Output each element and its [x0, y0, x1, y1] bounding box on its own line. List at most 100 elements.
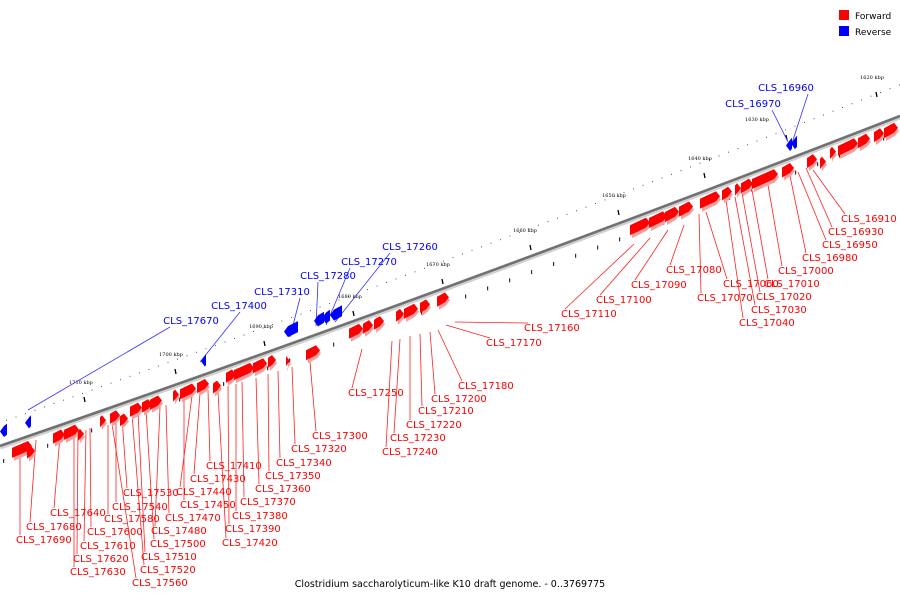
forward-gene[interactable]	[820, 156, 826, 169]
forward-gene[interactable]	[78, 428, 84, 441]
forward-gene[interactable]	[213, 380, 221, 394]
forward-gene[interactable]	[130, 402, 142, 417]
forward-gene[interactable]	[437, 292, 449, 307]
forward-gene-label[interactable]: CLS_17440	[176, 487, 232, 498]
forward-gene-label[interactable]: CLS_17430	[190, 474, 246, 485]
forward-gene-label[interactable]: CLS_17020	[756, 292, 812, 303]
reverse-gene[interactable]	[330, 305, 342, 321]
forward-gene[interactable]	[700, 191, 720, 209]
forward-gene[interactable]	[64, 424, 79, 440]
reverse-gene-label[interactable]: CLS_17310	[254, 287, 310, 298]
forward-gene[interactable]	[735, 183, 741, 196]
forward-gene[interactable]	[110, 410, 120, 424]
forward-gene-label[interactable]: CLS_17350	[265, 471, 321, 482]
forward-gene-label[interactable]: CLS_17470	[165, 513, 221, 524]
forward-gene-label[interactable]: CLS_17360	[255, 484, 311, 495]
forward-gene-label[interactable]: CLS_17340	[276, 458, 332, 469]
forward-gene-label[interactable]: CLS_17540	[112, 502, 168, 513]
forward-gene-label[interactable]: CLS_17680	[26, 522, 82, 533]
forward-gene[interactable]	[404, 303, 418, 319]
reverse-gene[interactable]	[25, 415, 31, 429]
forward-gene[interactable]	[268, 355, 276, 368]
forward-gene-label[interactable]: CLS_17070	[697, 293, 753, 304]
forward-gene[interactable]	[12, 440, 32, 458]
forward-gene-label[interactable]: CLS_17090	[631, 280, 687, 291]
forward-gene-label[interactable]: CLS_17220	[406, 420, 462, 431]
forward-gene-label[interactable]: CLS_17620	[73, 554, 129, 565]
forward-gene[interactable]	[807, 154, 817, 168]
forward-gene-label[interactable]: CLS_17160	[524, 323, 580, 334]
forward-gene-label[interactable]: CLS_17240	[382, 447, 438, 458]
forward-gene-label[interactable]: CLS_17530	[123, 488, 179, 499]
forward-gene[interactable]	[120, 413, 128, 427]
forward-gene-label[interactable]: CLS_17080	[666, 265, 722, 276]
forward-gene[interactable]	[782, 162, 794, 178]
forward-gene[interactable]	[142, 399, 152, 413]
forward-gene-label[interactable]: CLS_17600	[87, 527, 143, 538]
reverse-gene-label[interactable]: CLS_17670	[163, 316, 219, 327]
reverse-gene-label[interactable]: CLS_17260	[382, 242, 438, 253]
forward-gene-label[interactable]: CLS_16930	[828, 227, 884, 238]
forward-gene[interactable]	[234, 362, 254, 381]
forward-gene-label[interactable]: CLS_17210	[418, 406, 474, 417]
forward-gene-label[interactable]: CLS_17060	[723, 279, 779, 290]
forward-gene-label[interactable]: CLS_17370	[240, 497, 296, 508]
forward-gene-label[interactable]: CLS_17170	[486, 338, 542, 349]
forward-gene-label[interactable]: CLS_17690	[16, 535, 72, 546]
forward-gene[interactable]	[722, 186, 732, 201]
forward-gene-label[interactable]: CLS_17500	[150, 539, 206, 550]
forward-gene[interactable]	[253, 358, 267, 374]
forward-gene[interactable]	[396, 308, 404, 322]
forward-gene[interactable]	[27, 445, 35, 459]
forward-gene-label[interactable]: CLS_17580	[104, 514, 160, 525]
forward-gene-label[interactable]: CLS_17610	[80, 541, 136, 552]
forward-gene-label[interactable]: CLS_17450	[180, 500, 236, 511]
forward-gene[interactable]	[665, 206, 679, 223]
forward-gene-label[interactable]: CLS_17200	[431, 394, 487, 405]
forward-gene-label[interactable]: CLS_17110	[561, 309, 617, 320]
forward-gene[interactable]	[180, 383, 196, 400]
forward-gene[interactable]	[150, 395, 162, 410]
reverse-gene-label[interactable]: CLS_16960	[758, 83, 814, 94]
forward-gene[interactable]	[226, 369, 236, 383]
forward-gene-label[interactable]: CLS_17630	[70, 567, 126, 578]
forward-gene-label[interactable]: CLS_17640	[50, 508, 106, 519]
forward-gene[interactable]	[741, 178, 753, 194]
reverse-gene-label[interactable]: CLS_17270	[341, 257, 397, 268]
forward-gene[interactable]	[858, 133, 870, 149]
forward-gene[interactable]	[53, 429, 65, 444]
reverse-gene[interactable]	[322, 309, 330, 324]
forward-gene[interactable]	[630, 217, 650, 236]
forward-gene-label[interactable]: CLS_17560	[132, 578, 188, 589]
forward-gene-label[interactable]: CLS_17520	[140, 565, 196, 576]
forward-gene[interactable]	[884, 122, 898, 139]
forward-gene[interactable]	[838, 138, 858, 157]
forward-gene-label[interactable]: CLS_17510	[141, 552, 197, 563]
forward-gene-label[interactable]: CLS_17250	[348, 388, 404, 399]
forward-gene-label[interactable]: CLS_16910	[841, 214, 897, 225]
forward-gene-label[interactable]: CLS_17030	[751, 305, 807, 316]
reverse-gene[interactable]	[314, 311, 324, 327]
forward-gene[interactable]	[349, 323, 363, 339]
reverse-gene[interactable]	[786, 137, 792, 152]
forward-gene-label[interactable]: CLS_16950	[822, 240, 878, 251]
forward-gene-label[interactable]: CLS_16980	[802, 253, 858, 264]
forward-gene-label[interactable]: CLS_17380	[232, 511, 288, 522]
forward-gene-label[interactable]: CLS_17320	[291, 444, 347, 455]
forward-gene[interactable]	[306, 345, 320, 361]
reverse-gene[interactable]	[201, 353, 206, 367]
reverse-gene-label[interactable]: CLS_16970	[725, 99, 781, 110]
forward-gene[interactable]	[374, 316, 384, 330]
forward-gene[interactable]	[363, 320, 373, 334]
reverse-gene-label[interactable]: CLS_17280	[300, 271, 356, 282]
forward-gene-label[interactable]: CLS_17480	[151, 526, 207, 537]
forward-gene-label[interactable]: CLS_17420	[222, 538, 278, 549]
forward-gene-label[interactable]: CLS_17040	[739, 318, 795, 329]
reverse-gene[interactable]	[284, 321, 298, 338]
reverse-gene[interactable]	[791, 135, 797, 150]
forward-gene[interactable]	[874, 128, 884, 143]
forward-gene-label[interactable]: CLS_17410	[206, 461, 262, 472]
reverse-gene[interactable]	[0, 423, 7, 437]
forward-gene-label[interactable]: CLS_17230	[390, 433, 446, 444]
forward-gene-label[interactable]: CLS_17300	[312, 431, 368, 442]
